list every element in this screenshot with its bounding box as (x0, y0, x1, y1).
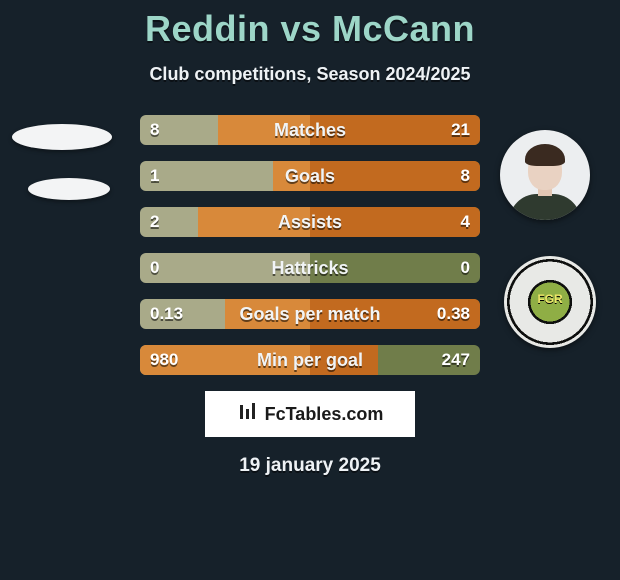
stat-label: Min per goal (140, 345, 480, 375)
stat-row: 0.130.38Goals per match (140, 299, 480, 329)
page-subtitle: Club competitions, Season 2024/2025 (0, 64, 620, 85)
brand-box[interactable]: FcTables.com (205, 391, 415, 437)
stat-row: 821Matches (140, 115, 480, 145)
brand-logo-icon (237, 403, 259, 425)
stat-label: Hattricks (140, 253, 480, 283)
stat-row: 24Assists (140, 207, 480, 237)
comparison-chart: 821Matches 18Goals 24Assists 00Hattricks 0.1… (0, 115, 620, 385)
brand-text: FcTables.com (265, 404, 384, 425)
stat-label: Goals (140, 161, 480, 191)
stat-row: 18Goals (140, 161, 480, 191)
page-title: Reddin vs McCann (0, 0, 620, 50)
stat-row: 980247Min per goal (140, 345, 480, 375)
stat-label: Matches (140, 115, 480, 145)
stat-label: Assists (140, 207, 480, 237)
stat-label: Goals per match (140, 299, 480, 329)
snapshot-date: 19 january 2025 (0, 455, 620, 477)
stat-row: 00Hattricks (140, 253, 480, 283)
